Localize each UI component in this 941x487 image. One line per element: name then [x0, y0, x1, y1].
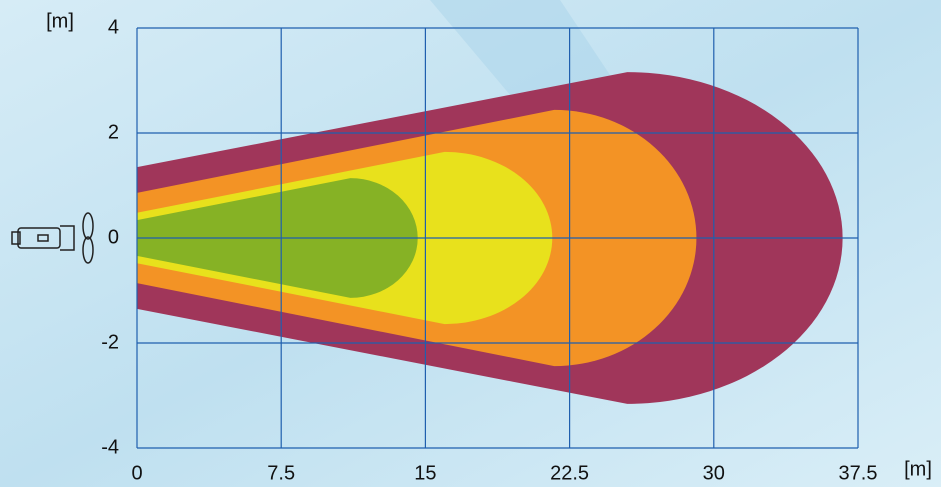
y-tick-label: -2 — [101, 331, 119, 353]
y-tick-label: 4 — [108, 16, 119, 38]
x-tick-label: 0 — [131, 462, 142, 484]
x-axis-label: [m] — [904, 458, 932, 480]
x-tick-label: 15 — [414, 462, 436, 484]
chart: 0 7.5 15 22.5 30 37.5 -4 -2 0 2 4 [m] [m] — [0, 0, 941, 487]
x-tick-label: 37.5 — [839, 462, 878, 484]
x-tick-label: 22.5 — [550, 462, 589, 484]
y-tick-label: -4 — [101, 436, 119, 458]
y-tick-label: 2 — [108, 121, 119, 143]
x-tick-label: 7.5 — [267, 462, 295, 484]
y-axis-label: [m] — [46, 10, 74, 32]
x-tick-label: 30 — [703, 462, 725, 484]
y-tick-label: 0 — [108, 226, 119, 248]
